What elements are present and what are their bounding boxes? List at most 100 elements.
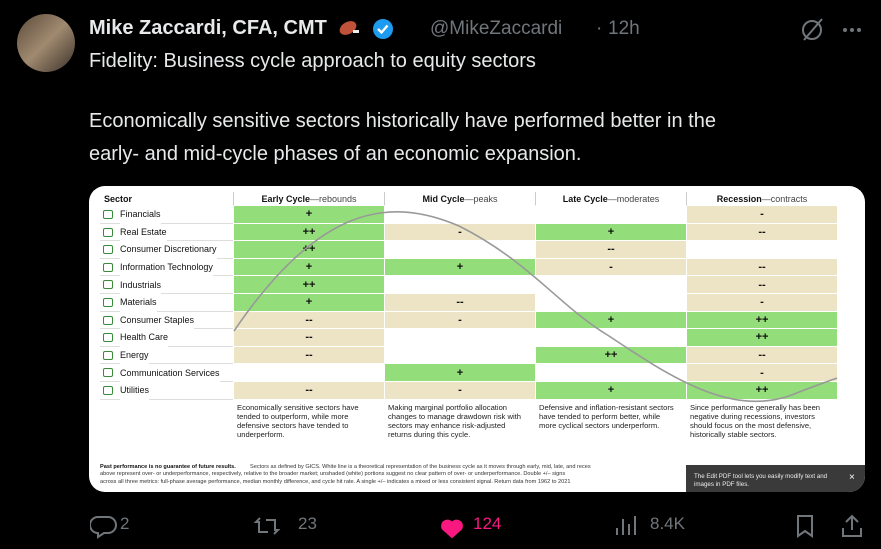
sector-icon xyxy=(103,245,113,255)
view-count[interactable]: 8.4K xyxy=(650,514,685,533)
signal-cell xyxy=(384,329,535,347)
signal-cell: -- xyxy=(384,294,535,312)
sector-icon xyxy=(103,386,113,395)
signal-cell: + xyxy=(384,364,535,382)
phase-header: Late Cycle —moderates xyxy=(535,192,686,206)
phase-description: Economically sensitive sectors have tend… xyxy=(237,402,359,439)
sector-icon xyxy=(103,227,113,237)
sector-header: Sector xyxy=(104,192,133,206)
header-icons[interactable] xyxy=(800,16,870,44)
popup-close[interactable]: × xyxy=(849,472,855,483)
signal-cell xyxy=(384,346,535,365)
image-card[interactable]: Sector Early Cycle —rebounds Mid Cycle —peak… xyxy=(89,186,865,492)
signal-cell xyxy=(535,294,686,312)
sector-icon xyxy=(103,350,113,360)
sector-icon xyxy=(103,315,113,325)
phase-description: Since performance generally has been neg… xyxy=(690,402,821,439)
sector-icon xyxy=(103,333,113,343)
sector-name: Communication Services xyxy=(120,364,220,382)
footnote: across all three metrics: full-phase ave… xyxy=(100,478,571,485)
sector-icon xyxy=(103,298,113,307)
sector-name: Information Technology xyxy=(120,259,213,277)
signal-cell: ++ xyxy=(686,382,837,400)
signal-cell: ++ xyxy=(686,329,837,347)
signal-cell: + xyxy=(384,258,535,277)
signal-cell: -- xyxy=(233,382,384,400)
sector-name: Consumer Staples xyxy=(120,312,195,330)
signal-cell: - xyxy=(686,294,837,312)
signal-cell: ++ xyxy=(686,311,837,330)
signal-cell: -- xyxy=(233,311,384,330)
sector-name: Industrials xyxy=(120,276,162,294)
timestamp[interactable]: 12h xyxy=(608,18,640,39)
footnote: Past performance is no guarantee of futu… xyxy=(100,463,236,470)
signal-cell: - xyxy=(384,382,535,400)
signal-cell xyxy=(535,206,686,224)
signal-cell: -- xyxy=(686,258,837,277)
author-name[interactable]: Mike Zaccardi, CFA, CMT xyxy=(89,17,327,39)
reply-count[interactable]: 2 xyxy=(120,514,130,533)
phase-name: Early Cycle xyxy=(261,193,310,204)
phase-name: Late Cycle xyxy=(562,193,608,204)
phase-name: Mid Cycle xyxy=(422,193,465,204)
phase-description: Defensive and inflation-resistant sector… xyxy=(539,402,674,430)
separator: · xyxy=(596,18,603,39)
signal-cell: + xyxy=(233,206,384,224)
post-text: Economically sensitive sectors historica… xyxy=(89,110,716,132)
signal-cell: -- xyxy=(535,241,686,259)
phase-header: Recession —contracts xyxy=(686,192,837,206)
action-icons xyxy=(90,514,862,539)
signal-cell: + xyxy=(233,294,384,312)
signal-cell: - xyxy=(384,223,535,242)
sector-name: Energy xyxy=(120,347,149,365)
sector-icon xyxy=(103,262,113,272)
phase-description: Making marginal portfolio allocation cha… xyxy=(388,402,521,439)
like-count[interactable]: 124 xyxy=(473,514,502,533)
cycle-curve xyxy=(233,211,838,403)
phase-header: Early Cycle —rebounds xyxy=(233,192,384,206)
signal-cell: ++ xyxy=(535,346,686,365)
signal-cell: + xyxy=(233,258,384,277)
signal-cell: -- xyxy=(233,329,384,347)
repost-count[interactable]: 23 xyxy=(298,514,317,533)
post-text: Fidelity: Business cycle approach to equ… xyxy=(89,50,536,72)
sector-name: Financials xyxy=(120,206,161,224)
sector-name: Health Care xyxy=(120,329,169,347)
signal-cell xyxy=(384,276,535,294)
phase-note: —rebounds xyxy=(310,193,357,204)
signal-cell xyxy=(384,241,535,259)
signal-cell xyxy=(686,241,837,259)
post-text: early- and mid-cycle phases of an econom… xyxy=(89,143,582,165)
signal-cell: + xyxy=(535,311,686,330)
signal-cell: - xyxy=(384,311,535,330)
signal-cell: -- xyxy=(233,346,384,365)
sector-icon xyxy=(103,368,113,378)
sector-name: Consumer Discretionary xyxy=(120,241,217,259)
signal-cell: - xyxy=(686,206,837,224)
signal-cell xyxy=(384,206,535,224)
signal-cell: -- xyxy=(686,276,837,294)
sector-name: Real Estate xyxy=(120,224,167,242)
signal-cell: ++ xyxy=(233,276,384,294)
sector-icon xyxy=(103,210,113,219)
sector-name: Utilities xyxy=(120,382,150,400)
footnote: Sectors as defined by GICS. White line i… xyxy=(250,463,591,470)
phase-note: —moderates xyxy=(607,193,660,204)
signal-cell: + xyxy=(535,223,686,242)
popup-text: The Edit PDF tool lets you easily modify… xyxy=(694,473,828,488)
author-badges xyxy=(339,19,393,39)
phase-note: —peaks xyxy=(464,193,498,204)
signal-cell xyxy=(535,329,686,347)
footnote: above represent over- or underperformanc… xyxy=(100,471,566,478)
popup[interactable]: The Edit PDF tool lets you easily modify… xyxy=(686,465,865,492)
signal-cell: -- xyxy=(686,346,837,365)
signal-cell xyxy=(535,276,686,294)
avatar[interactable] xyxy=(17,14,75,72)
signal-cell xyxy=(233,364,384,382)
signal-cell: -- xyxy=(686,223,837,242)
signal-cell: - xyxy=(535,258,686,277)
signal-cell: ++ xyxy=(233,241,384,259)
author-handle[interactable]: @MikeZaccardi xyxy=(430,18,563,39)
phase-name: Recession xyxy=(716,193,762,204)
